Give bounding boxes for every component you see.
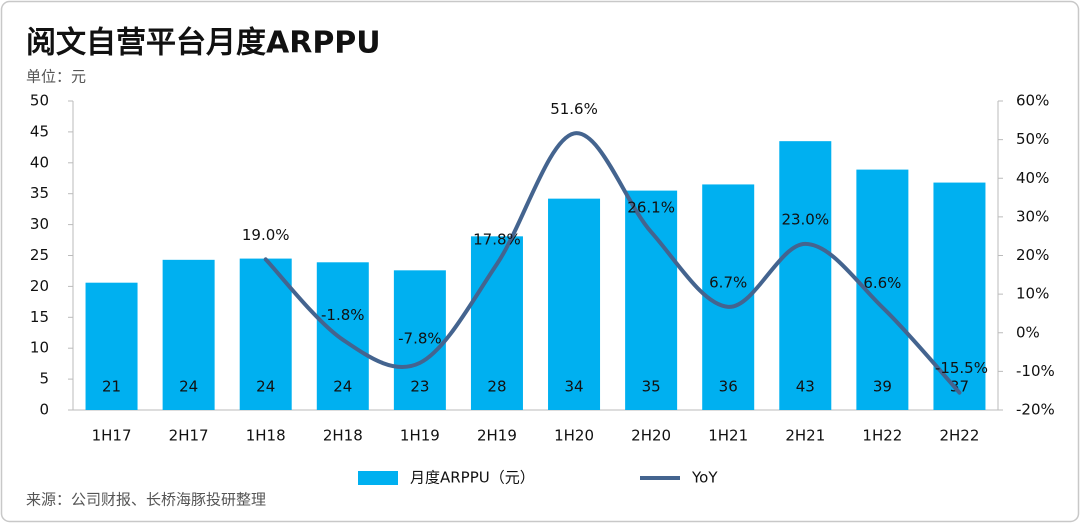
y2-tick-label: 60% (1016, 92, 1049, 110)
bar (393, 270, 446, 410)
x-tick-label: 2H22 (939, 427, 979, 445)
bar-label: 24 (256, 378, 275, 396)
y2-tick-label: -10% (1016, 362, 1055, 380)
line-label: 26.1% (627, 198, 675, 216)
x-tick-label: 2H17 (169, 427, 209, 445)
y2-tick-label: 50% (1016, 130, 1049, 148)
line-label: 23.0% (781, 210, 829, 228)
y2-tick-label: 20% (1016, 246, 1049, 264)
chart-title: 阅文自营平台月度ARPPU (26, 26, 381, 61)
unit-label: 单位：元 (26, 68, 86, 86)
bar-label: 36 (719, 378, 738, 396)
y-tick-label: 10 (30, 339, 49, 357)
line-label: -15.5% (935, 359, 988, 377)
bar-label: 34 (564, 378, 583, 396)
y2-tick-label: -20% (1016, 401, 1055, 419)
y-tick-label: 40 (30, 153, 49, 171)
y-tick-label: 30 (30, 215, 49, 233)
bar (316, 262, 369, 410)
x-tick-label: 1H20 (554, 427, 594, 445)
y-tick-label: 20 (30, 277, 49, 295)
line-label: 51.6% (550, 100, 598, 118)
line-label: -7.8% (398, 329, 442, 347)
source-note: 来源：公司财报、长桥海豚投研整理 (26, 491, 266, 509)
legend-label: YoY (691, 469, 718, 487)
y-tick-label: 15 (30, 308, 49, 326)
y2-tick-label: 30% (1016, 207, 1049, 225)
y2-tick-label: 0% (1016, 323, 1040, 341)
bar-label: 24 (179, 378, 198, 396)
y-tick-label: 25 (30, 246, 49, 264)
bar-label: 28 (487, 378, 506, 396)
x-tick-label: 2H19 (477, 427, 517, 445)
y-tick-label: 5 (39, 370, 49, 388)
bar (779, 141, 832, 411)
bar-label: 24 (333, 378, 352, 396)
bar (625, 190, 678, 410)
y2-tick-label: 40% (1016, 169, 1049, 187)
line-label: 6.6% (863, 274, 901, 292)
x-tick-label: 1H21 (708, 427, 748, 445)
bar (162, 259, 215, 410)
bar (548, 198, 601, 410)
bar-label: 21 (102, 378, 121, 396)
y-tick-label: 45 (30, 122, 49, 140)
line-label: -1.8% (321, 306, 365, 324)
x-tick-label: 2H20 (631, 427, 671, 445)
bar-label: 35 (642, 378, 661, 396)
yoy-line (263, 131, 962, 395)
line-label: 19.0% (242, 226, 290, 244)
x-tick-label: 2H18 (323, 427, 363, 445)
bar-label: 39 (873, 378, 892, 396)
legend-swatch (358, 471, 398, 485)
y-tick-label: 0 (39, 401, 49, 419)
bar (85, 282, 138, 410)
line-label: 6.7% (709, 273, 747, 291)
bar-label: 23 (410, 378, 429, 396)
line-label: 17.8% (473, 230, 521, 248)
legend-label: 月度ARPPU（元） (410, 469, 535, 487)
x-tick-label: 1H22 (862, 427, 902, 445)
bar-label: 37 (950, 378, 969, 396)
x-tick-label: 1H19 (400, 427, 440, 445)
bar (239, 258, 292, 410)
bar-label: 43 (796, 378, 815, 396)
x-tick-label: 1H18 (246, 427, 286, 445)
y-tick-label: 35 (30, 184, 49, 202)
x-tick-label: 2H21 (785, 427, 825, 445)
y-tick-label: 50 (30, 92, 49, 110)
y2-tick-label: 10% (1016, 285, 1049, 303)
x-tick-label: 1H17 (92, 427, 132, 445)
